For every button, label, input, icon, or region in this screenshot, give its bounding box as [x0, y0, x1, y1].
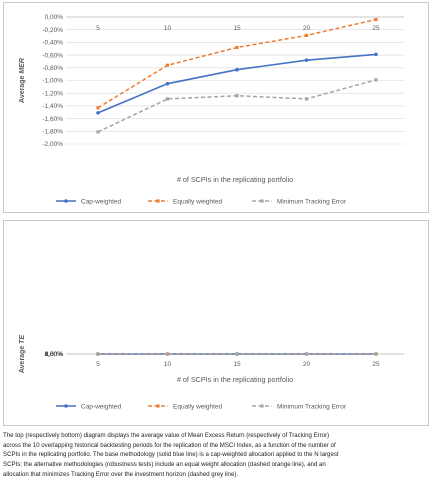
- y-tick-label: -1,00%: [42, 78, 63, 85]
- y-tick-label: 4,50%: [45, 351, 64, 358]
- mer-chart: 0,00% -0,20% -0,40% -0,60% -0,80% -1,00% -1,20…: [19, 14, 404, 205]
- caption-line: allocation that minimizes Tracking Error…: [3, 470, 239, 478]
- caption-line: SCPIs in the replicating portfolio. The …: [3, 451, 339, 459]
- data-point: [304, 352, 309, 356]
- x-tick-label: 5: [96, 361, 100, 368]
- legend-marker: [64, 404, 68, 408]
- data-point: [374, 52, 378, 57]
- x-tick-label: 10: [164, 25, 172, 32]
- data-point: [374, 78, 378, 82]
- legend-label: Equally weighted: [173, 403, 223, 410]
- data-point: [304, 33, 309, 38]
- y-tick-label: -0,40%: [42, 40, 63, 47]
- data-point: [374, 17, 378, 22]
- data-point: [374, 352, 378, 356]
- data-point: [96, 111, 100, 115]
- legend-label: Minimum Tracking Error: [277, 403, 347, 410]
- y-tick-label: 2,00%: [45, 351, 64, 358]
- legend-marker: [260, 199, 264, 203]
- mer-chart-panel: 0,00% -0,20% -0,40% -0,60% -0,80% -1,00% -1,20…: [3, 2, 429, 213]
- y-axis-title: Average MER: [19, 58, 26, 103]
- x-axis-title: # of SCPIs in the replicating portfolio: [177, 175, 293, 184]
- data-point: [235, 352, 239, 356]
- data-point: [235, 45, 239, 50]
- legend-label: Minimum Tracking Error: [277, 198, 347, 205]
- y-tick-label: -0,20%: [42, 27, 63, 34]
- te-chart: 0,00%0,50%1,00%1,50%2,00%2,50%3,00%3,50%…: [19, 335, 404, 410]
- y-tick-label: 3,00%: [45, 351, 64, 358]
- y-tick-label: 1,00%: [45, 351, 64, 358]
- data-point: [165, 81, 170, 86]
- x-tick-label: 5: [96, 25, 100, 32]
- y-tick-label: -1,40%: [42, 103, 63, 110]
- y-tick-label: -1,60%: [42, 116, 63, 123]
- figure-caption: The top (respectively bottom) diagram di…: [3, 431, 427, 480]
- x-tick-label: 20: [303, 361, 311, 368]
- data-point: [304, 58, 309, 62]
- y-tick-label: -2,00%: [42, 141, 63, 148]
- y-axis-title: Average TE: [19, 335, 26, 374]
- data-point: [165, 97, 170, 101]
- legend-marker: [64, 199, 68, 203]
- legend-label: Cap-weighted: [81, 198, 121, 205]
- x-tick-label: 25: [372, 25, 380, 32]
- data-point: [165, 352, 170, 356]
- y-tick-label: 4,00%: [45, 351, 64, 358]
- x-tick-label: 10: [164, 361, 172, 368]
- x-tick-label: 15: [233, 361, 241, 368]
- y-tick-label: 2,50%: [45, 351, 64, 358]
- y-tick-label: 0,50%: [45, 351, 64, 358]
- legend-marker: [260, 404, 264, 408]
- y-tick-label: 0,00%: [45, 351, 64, 358]
- data-point: [304, 97, 309, 101]
- legend-label: Equally weighted: [173, 198, 223, 205]
- legend-marker: [156, 199, 160, 203]
- y-tick-label: -0,60%: [42, 52, 63, 59]
- y-tick-label: 3,50%: [45, 351, 64, 358]
- x-tick-label: 15: [233, 25, 241, 32]
- x-tick-label: 20: [303, 25, 311, 32]
- series-line-cap-weighted: [97, 53, 377, 114]
- data-point: [96, 130, 100, 134]
- x-axis-title: # of SCPIs in the replicating portfolio: [177, 375, 293, 384]
- y-tick-label: -1,80%: [42, 129, 63, 136]
- legend-label: Cap-weighted: [81, 403, 121, 410]
- y-tick-label: 0,00%: [45, 14, 64, 21]
- y-tick-label: 1,50%: [45, 351, 64, 358]
- y-tick-label: -0,80%: [42, 65, 63, 72]
- data-point: [165, 63, 170, 67]
- data-point: [96, 352, 100, 356]
- legend-marker: [156, 404, 160, 408]
- data-point: [96, 106, 100, 110]
- caption-line: The top (respectively bottom) diagram di…: [3, 432, 330, 439]
- te-chart-panel: 0,00% 0,50% 1,00% 1,50% 2,00% 2,50% 3,00% 3,50%…: [3, 220, 429, 426]
- x-tick-label: 25: [372, 361, 380, 368]
- y-tick-label: -1,20%: [42, 90, 63, 97]
- data-point: [235, 94, 239, 98]
- caption-line: SCPIs; the alternative methodologies (ro…: [3, 461, 326, 469]
- caption-line: across the 10 overlapping historical bac…: [3, 441, 336, 449]
- data-point: [235, 67, 239, 72]
